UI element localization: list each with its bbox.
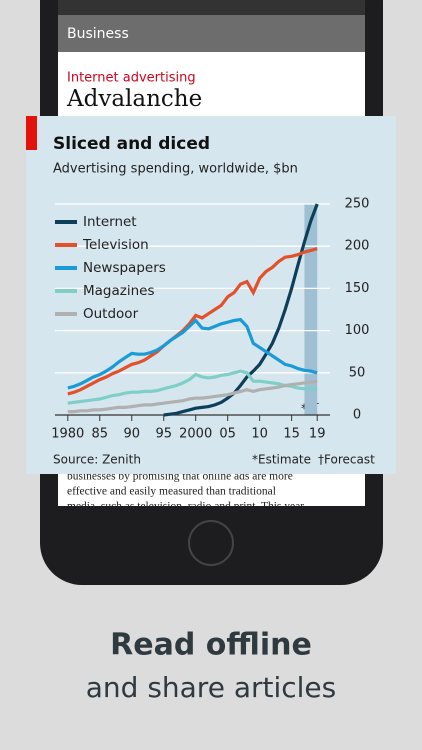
caption-subtitle: and share articles — [86, 671, 337, 704]
forecast-band — [304, 204, 318, 415]
chart-subtitle: Advertising spending, worldwide, $bn — [53, 162, 298, 177]
y-tick-label: 150 — [345, 281, 370, 296]
red-tab — [26, 116, 37, 150]
x-tick-label: 1980 — [51, 427, 84, 442]
toolbar — [58, 0, 365, 15]
headline: Advalanche — [66, 86, 202, 112]
section-title: Business — [67, 26, 129, 42]
series-line — [163, 203, 319, 417]
marker-label: * — [301, 402, 307, 416]
section-bar — [58, 15, 365, 52]
y-tick-label: 0 — [353, 408, 361, 423]
legend-label: Outdoor — [83, 306, 139, 322]
series-line — [67, 379, 318, 414]
source: Source: Zenith — [53, 453, 141, 467]
series-line — [67, 247, 318, 396]
x-tick-label: 10 — [251, 427, 268, 442]
x-tick-label: 2000 — [179, 427, 212, 442]
caption-title: Read offline — [110, 628, 312, 663]
series-line — [67, 317, 318, 390]
home-button[interactable] — [188, 520, 234, 566]
x-tick-label: 95 — [155, 427, 172, 442]
legend-label: Television — [82, 237, 149, 253]
kicker: Internet advertising — [67, 71, 196, 86]
x-tick-label: 15 — [283, 427, 300, 442]
x-tick-label: 05 — [219, 427, 236, 442]
note: †Forecast — [318, 453, 375, 467]
legend-label: Newspapers — [83, 260, 166, 276]
x-tick-label: 19 — [309, 427, 326, 442]
y-tick-label: 250 — [345, 197, 370, 212]
phone-frame — [40, 506, 383, 510]
y-tick-label: 50 — [349, 365, 366, 380]
x-tick-label: 85 — [91, 427, 108, 442]
x-tick-label: 90 — [123, 427, 140, 442]
chart-title: Sliced and diced — [53, 134, 210, 154]
y-tick-label: 200 — [345, 239, 370, 254]
y-tick-label: 100 — [345, 323, 370, 338]
legend-label: Internet — [83, 214, 137, 230]
legend-label: Magazines — [83, 283, 155, 299]
article-line: effective and easily measured than tradi… — [67, 486, 276, 498]
series-line — [67, 369, 318, 405]
chart-card — [26, 116, 396, 474]
note: *Estimate — [252, 453, 311, 467]
plot: 0 50 100 150 200 250 1980 85 90 95 2000 05 10 15 19 Int… — [51, 197, 369, 442]
